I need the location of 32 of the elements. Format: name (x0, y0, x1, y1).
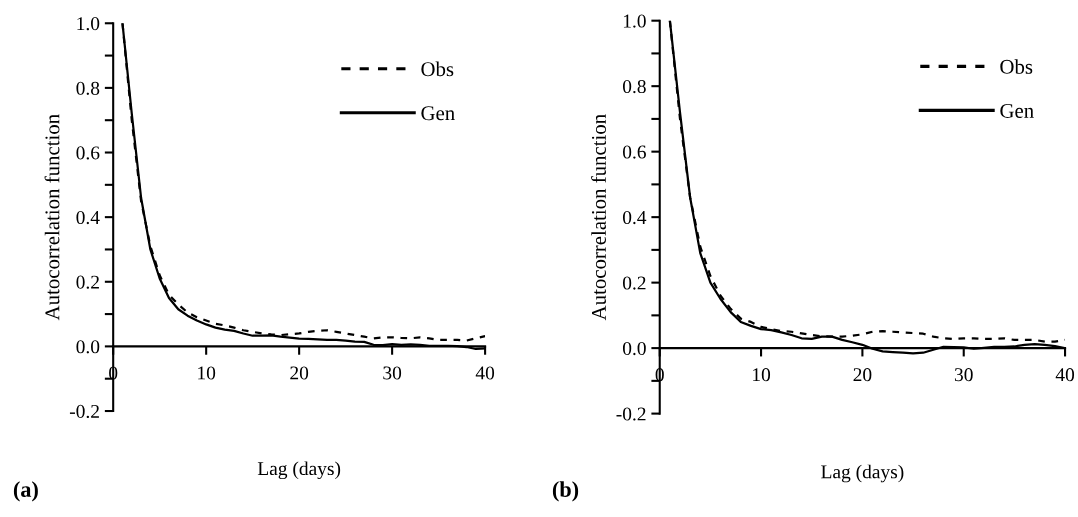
y-tick-label: 0.6 (76, 146, 100, 160)
legend-label: Obs (421, 61, 454, 77)
x-tick-label: 40 (475, 366, 495, 380)
x-tick-label: 40 (1055, 368, 1075, 382)
text: (b) (552, 481, 579, 502)
x-axis-title: Lag (days) (257, 461, 341, 480)
y-tick-label: -0.2 (616, 407, 646, 421)
y-axis-title: Autocorrelation function (591, 114, 606, 321)
y-axis-title: Autocorrelation function (44, 114, 60, 321)
legend-label: Gen (421, 106, 455, 121)
x-tick-label: 10 (753, 368, 771, 382)
x-tick-label: 30 (383, 366, 402, 380)
y-tick-label: 0.6 (622, 145, 646, 159)
y-tick-label: 0.2 (76, 275, 99, 289)
x-tick-label: 30 (954, 368, 973, 382)
y-tick-label: 0.0 (76, 340, 100, 354)
x-tick-label: 20 (290, 366, 309, 380)
y-tick-label: 1.0 (77, 17, 100, 31)
legend-label: Obs (1000, 59, 1033, 74)
y-tick-label: 0.4 (76, 210, 100, 225)
y-tick-label: 0.2 (622, 276, 646, 290)
x-tick-label: 20 (853, 368, 872, 382)
legend-label: Gen (1000, 103, 1034, 118)
x-axis-title: Lag (days) (821, 464, 904, 483)
x-tick-label: 10 (198, 366, 216, 380)
text: (a) (13, 481, 38, 502)
y-tick-label: -0.2 (69, 404, 99, 419)
y-tick-label: 0.0 (622, 341, 646, 356)
y-tick-label: 0.4 (622, 210, 647, 225)
y-tick-label: 1.0 (623, 14, 646, 28)
y-tick-label: 0.8 (622, 79, 646, 94)
y-tick-label: 0.8 (76, 81, 100, 95)
